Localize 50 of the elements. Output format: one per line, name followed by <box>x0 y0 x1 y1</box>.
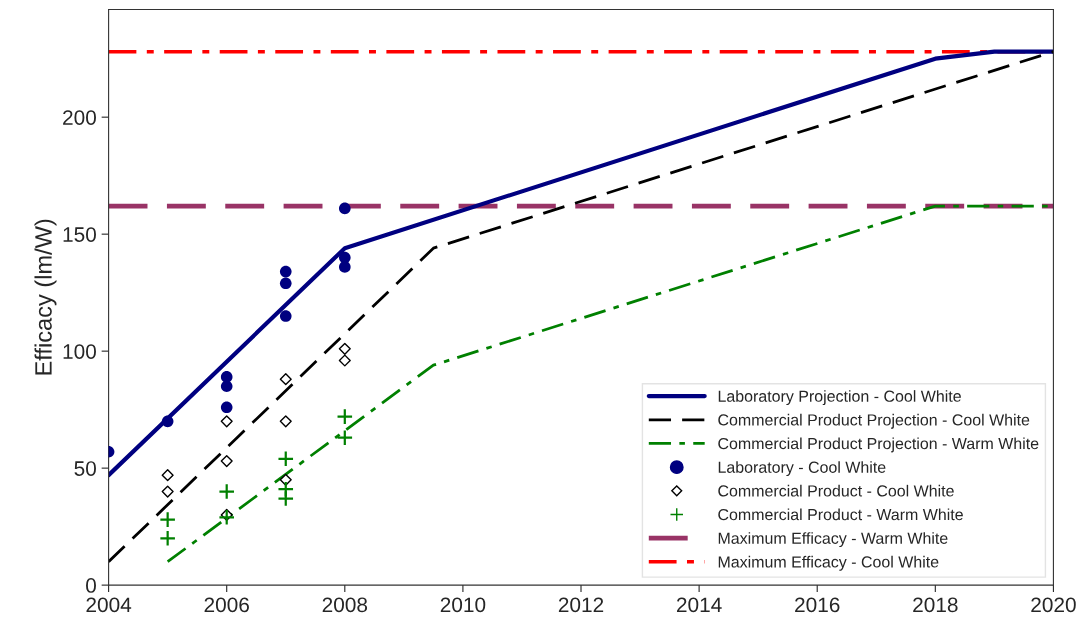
point <box>218 483 236 500</box>
x-tick-label: 2014 <box>676 597 722 613</box>
point <box>279 415 292 428</box>
point <box>218 508 236 526</box>
point <box>338 342 351 355</box>
x-tick-label: 2018 <box>913 597 958 613</box>
point <box>220 415 233 428</box>
point <box>339 261 351 273</box>
point <box>336 429 354 447</box>
point <box>159 529 177 547</box>
point <box>279 473 292 486</box>
x-tick-label: 2008 <box>322 597 368 613</box>
x-tick-label: 2006 <box>204 597 249 613</box>
legend-label: Maximum Efficacy - Cool White <box>718 555 939 571</box>
y-tick-label: 200 <box>63 110 96 125</box>
point <box>279 310 292 322</box>
point <box>161 415 174 428</box>
point <box>220 371 233 383</box>
x-tick-label: 2012 <box>558 597 604 613</box>
point <box>161 469 174 482</box>
point <box>277 450 295 468</box>
x-tick-label: 2020 <box>1031 597 1076 613</box>
x-tick-label: 2010 <box>440 597 486 613</box>
point <box>336 408 354 426</box>
point <box>220 455 233 468</box>
y-tick-label: 0 <box>86 578 96 593</box>
legend-label: Commercial Product - Warm White <box>718 508 963 521</box>
point <box>220 380 233 393</box>
y-tick-label: 50 <box>74 461 96 476</box>
legend-label: Commercial Product Projection - Warm White <box>718 437 1039 453</box>
y-tick-label: 150 <box>63 227 96 242</box>
point <box>277 490 295 507</box>
line-series <box>108 49 1054 478</box>
point <box>159 511 177 528</box>
point <box>220 401 233 414</box>
point <box>339 202 351 215</box>
x-tick-label: 2016 <box>795 597 840 613</box>
legend-label: Laboratory Projection - Cool White <box>718 390 961 406</box>
legend-label: Commercial Product Projection - Cool White <box>718 413 1030 429</box>
point <box>279 265 292 278</box>
point <box>161 485 174 498</box>
y-axis-title: Efficacy (lm/W) <box>34 219 57 375</box>
legend-label: Commercial Product - Cool White <box>718 484 954 497</box>
point <box>338 354 351 367</box>
y-tick-label: 100 <box>63 344 96 359</box>
legend-label: Maximum Efficacy - Warm White <box>718 532 948 548</box>
point <box>279 373 292 386</box>
point <box>279 277 292 290</box>
x-tick-label: 2004 <box>86 597 132 613</box>
legend-label: Laboratory - Cool White <box>718 461 886 477</box>
